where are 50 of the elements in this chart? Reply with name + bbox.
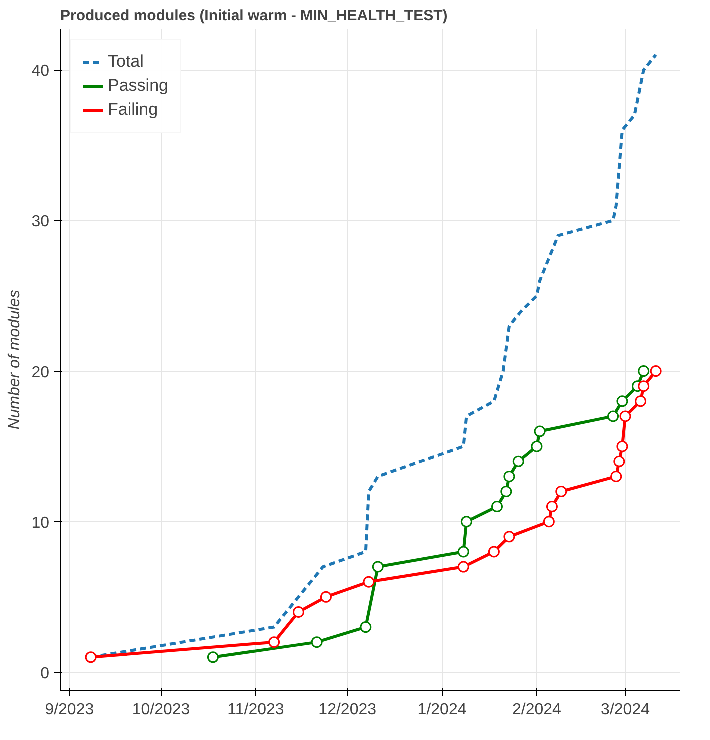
legend-label: Failing	[108, 100, 158, 120]
point	[638, 366, 650, 378]
point	[616, 396, 628, 408]
point	[534, 426, 546, 438]
y-tick-label: 20	[32, 364, 50, 382]
y-tick-label: 40	[32, 63, 50, 80]
chart-title: Produced modules (Initial warm - MIN_HEALTH_TEST)	[60, 8, 448, 24]
x-tick-label: 10/2023	[132, 702, 190, 718]
point	[320, 591, 332, 603]
point	[546, 501, 558, 513]
point	[268, 636, 280, 648]
point	[635, 396, 647, 408]
x-tick-label: 9/2023	[45, 702, 94, 718]
point	[292, 606, 304, 618]
point	[458, 546, 470, 558]
point	[543, 516, 555, 528]
point	[620, 410, 632, 422]
point	[504, 470, 516, 482]
y-axis-title: Number of modules	[6, 290, 24, 430]
point	[500, 486, 512, 498]
point	[556, 486, 568, 498]
legend-label: Total	[108, 52, 144, 72]
legend-label: Passing	[108, 76, 168, 96]
y-tick-label: 30	[32, 214, 50, 231]
point	[512, 456, 524, 468]
point	[363, 576, 375, 588]
point	[610, 470, 622, 482]
point	[614, 456, 626, 468]
point	[531, 440, 543, 452]
x-tick-label: 1/2024	[418, 702, 467, 718]
point	[492, 501, 503, 513]
point	[458, 561, 470, 573]
point	[311, 636, 323, 648]
x-tick-label: 3/2024	[601, 702, 650, 718]
point	[372, 561, 384, 573]
y-tick-label: 10	[32, 514, 50, 532]
point	[616, 440, 628, 452]
x-tick-label: 11/2023	[228, 702, 284, 718]
point	[650, 366, 662, 378]
point	[608, 410, 620, 422]
x-tick-label: 12/2023	[318, 702, 377, 718]
point	[488, 546, 500, 558]
point	[460, 516, 472, 528]
point	[638, 380, 650, 392]
point	[360, 622, 372, 633]
point	[85, 652, 97, 664]
x-tick-label: 2/2024	[512, 702, 562, 718]
point	[504, 531, 516, 543]
point	[207, 652, 219, 664]
y-tick-label: 0	[40, 665, 50, 682]
